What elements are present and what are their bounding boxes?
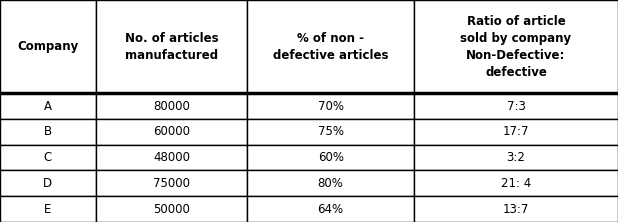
Text: 80%: 80%: [318, 177, 344, 190]
Bar: [247, 196, 414, 222]
Bar: [414, 119, 618, 145]
Bar: [247, 119, 414, 145]
Bar: [247, 145, 414, 170]
Text: 21: 4: 21: 4: [501, 177, 531, 190]
Bar: [414, 0, 618, 93]
Bar: [414, 93, 618, 119]
Text: 60000: 60000: [153, 125, 190, 138]
Text: No. of articles
manufactured: No. of articles manufactured: [125, 32, 218, 62]
Bar: [96, 93, 247, 119]
Bar: [0, 119, 96, 145]
Text: 64%: 64%: [318, 203, 344, 216]
Bar: [0, 0, 96, 93]
Text: B: B: [44, 125, 52, 138]
Text: E: E: [44, 203, 51, 216]
Text: 50000: 50000: [153, 203, 190, 216]
Text: C: C: [44, 151, 52, 164]
Bar: [414, 170, 618, 196]
Bar: [247, 93, 414, 119]
Text: D: D: [43, 177, 53, 190]
Text: 75000: 75000: [153, 177, 190, 190]
Text: 17:7: 17:7: [503, 125, 529, 138]
Bar: [0, 170, 96, 196]
Bar: [96, 196, 247, 222]
Text: A: A: [44, 100, 52, 113]
Bar: [0, 196, 96, 222]
Bar: [96, 145, 247, 170]
Bar: [96, 0, 247, 93]
Text: 70%: 70%: [318, 100, 344, 113]
Bar: [247, 0, 414, 93]
Bar: [96, 119, 247, 145]
Bar: [414, 196, 618, 222]
Text: 80000: 80000: [153, 100, 190, 113]
Bar: [414, 145, 618, 170]
Bar: [96, 170, 247, 196]
Text: % of non -
defective articles: % of non - defective articles: [273, 32, 388, 62]
Text: 7:3: 7:3: [507, 100, 525, 113]
Text: 60%: 60%: [318, 151, 344, 164]
Bar: [0, 93, 96, 119]
Bar: [0, 145, 96, 170]
Bar: [247, 170, 414, 196]
Text: Ratio of article
sold by company
Non-Defective:
defective: Ratio of article sold by company Non-Def…: [460, 15, 572, 79]
Text: 48000: 48000: [153, 151, 190, 164]
Text: 3:2: 3:2: [507, 151, 525, 164]
Text: 13:7: 13:7: [503, 203, 529, 216]
Text: 75%: 75%: [318, 125, 344, 138]
Text: Company: Company: [17, 40, 78, 53]
